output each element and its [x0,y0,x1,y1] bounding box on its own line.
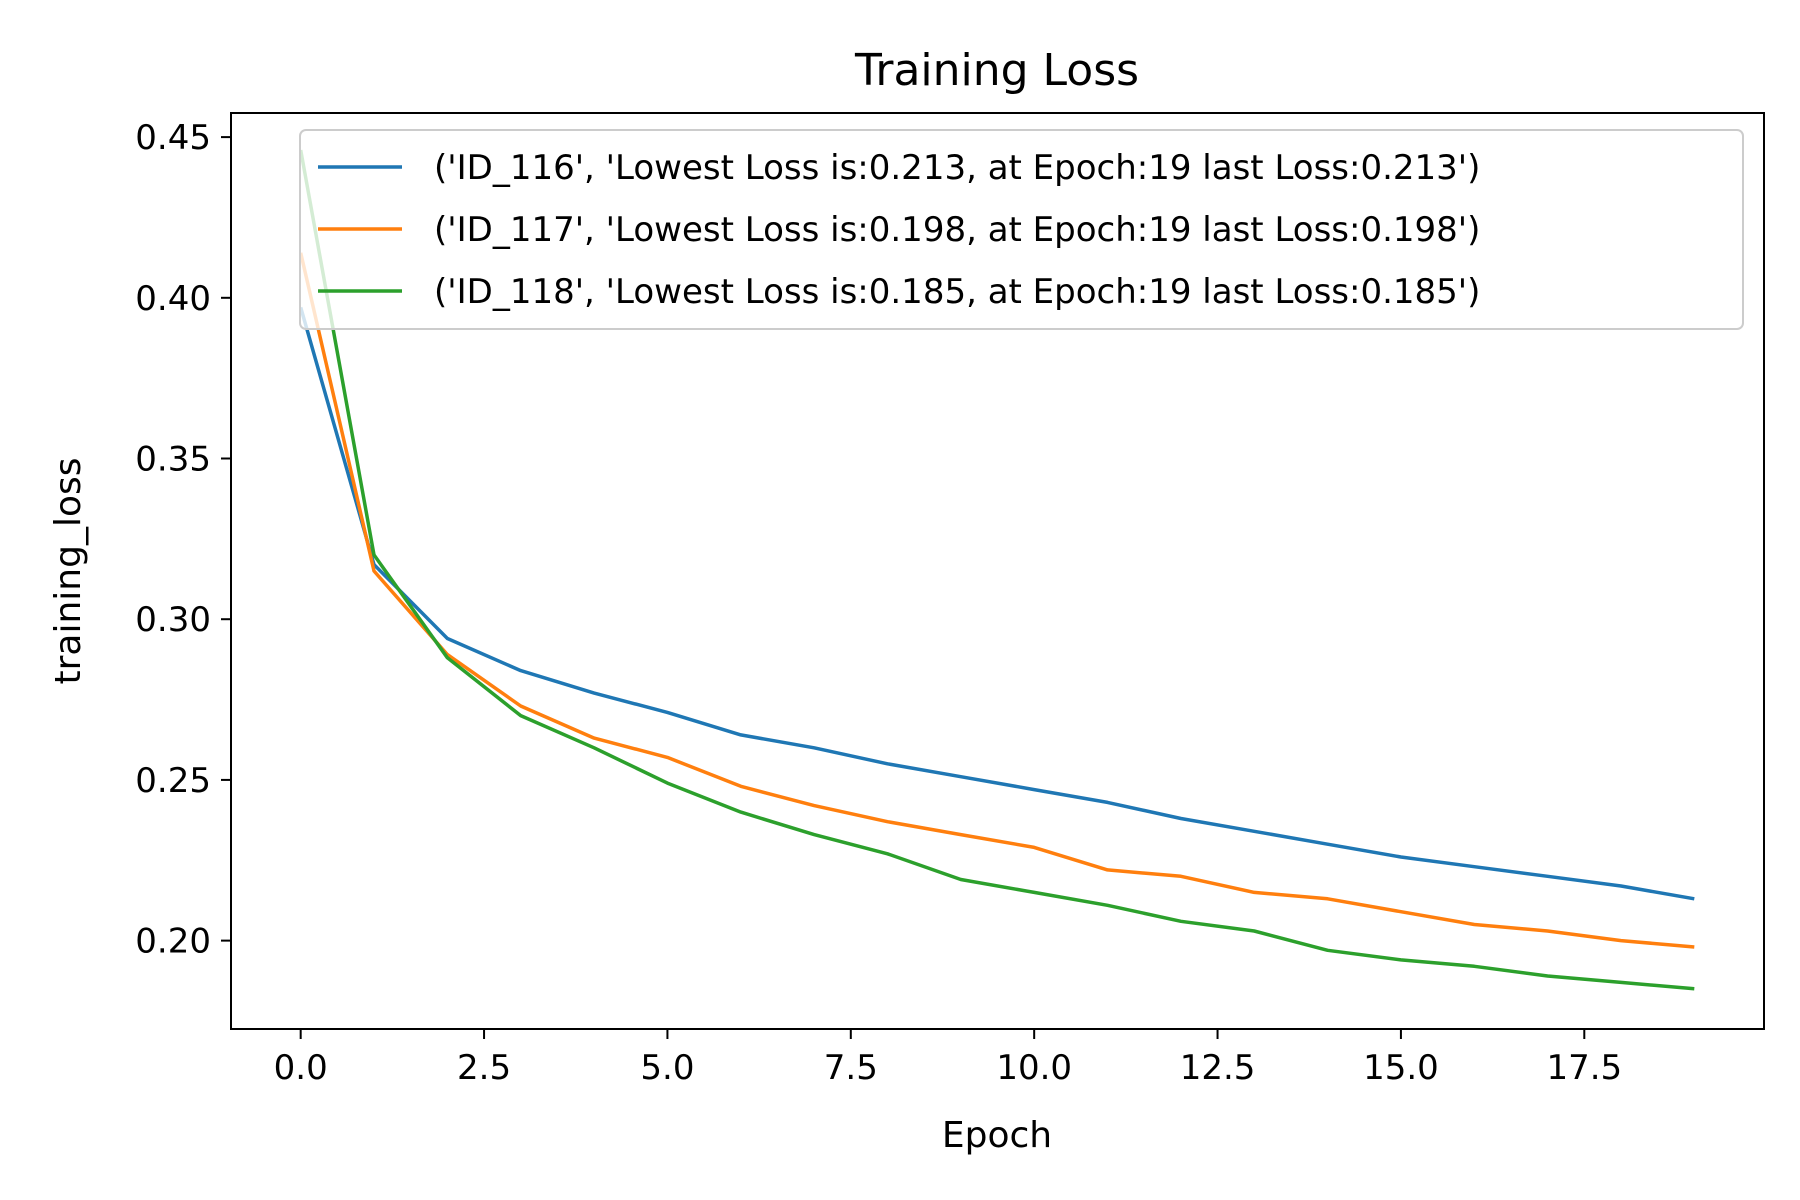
y-tick-label: 0.30 [135,600,211,640]
x-axis-title: Epoch [942,1115,1052,1156]
series-line-3 [298,149,1695,991]
series-line-2 [298,252,1695,949]
chart-title: Training Loss [854,45,1139,96]
x-tick-label: 7.5 [824,1048,878,1088]
series-line-1 [299,306,1695,901]
series-layer [298,149,1695,991]
y-axis-title: training_loss [48,457,89,684]
legend-label-2: ('ID_117', 'Lowest Loss is:0.198, at Epo… [434,210,1480,250]
y-tick-label: 0.35 [135,440,211,480]
x-tick-label: 0.0 [274,1048,328,1088]
plot-frame [230,112,1765,1030]
y-tick-label: 0.40 [135,279,211,319]
y-tick-label: 0.20 [135,922,211,962]
legend-label-1: ('ID_116', 'Lowest Loss is:0.213, at Epo… [434,148,1480,188]
legend-label-3: ('ID_118', 'Lowest Loss is:0.185, at Epo… [434,272,1480,312]
x-tick-label: 15.0 [1363,1048,1439,1088]
y-tick-label: 0.45 [135,118,211,158]
x-tick-label: 17.5 [1546,1048,1622,1088]
x-tick-label: 12.5 [1180,1048,1256,1088]
x-tick-label: 2.5 [457,1048,511,1088]
legend-box [299,129,1744,330]
x-tick-label: 5.0 [640,1048,694,1088]
y-tick-label: 0.25 [135,761,211,801]
ticks-layer: 0.0 2.5 5.0 7.5 10.0 12.5 15.0 17.5 0.20 0.25 0.30… [135,118,1622,1088]
legend: ('ID_116', 'Lowest Loss is:0.213, at Epo… [299,129,1744,330]
x-tick-label: 10.0 [996,1048,1072,1088]
